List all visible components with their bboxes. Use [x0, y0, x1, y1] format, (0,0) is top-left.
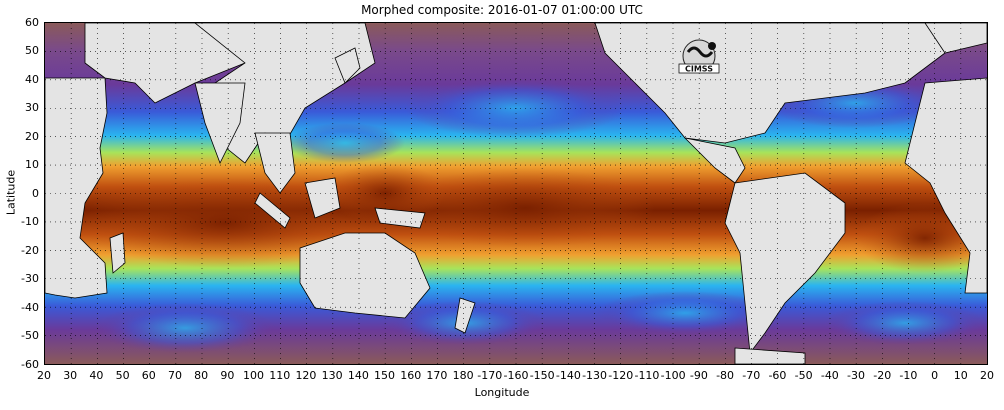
australia-land: [299, 232, 431, 319]
central-america-land: [683, 137, 746, 184]
x-tick-label: -30: [847, 369, 865, 382]
india-land: [194, 82, 246, 164]
x-tick-label: -120: [608, 369, 634, 382]
land-masses: [45, 23, 987, 364]
x-tick-label: -110: [634, 369, 660, 382]
y-tick-label: -60: [21, 358, 39, 371]
x-tick-label: -10: [899, 369, 918, 382]
x-tick-label: -160: [503, 369, 529, 382]
x-tick-label: 30: [63, 369, 78, 382]
x-tick-label: -170: [477, 369, 503, 382]
x-tick-label: 110: [269, 369, 291, 382]
sumatra-land: [254, 192, 291, 229]
x-tick-label: 120: [295, 369, 317, 382]
cimss-logo-graphic: CIMSS: [678, 39, 720, 74]
y-tick-label: -40: [21, 301, 39, 314]
greenland-land: [924, 23, 987, 54]
x-tick-label: -150: [529, 369, 555, 382]
west-africa-land: [904, 77, 987, 294]
map-svg: [45, 23, 987, 364]
y-tick-label: -30: [21, 272, 39, 285]
africa-land: [45, 77, 108, 299]
x-tick-label: -130: [582, 369, 608, 382]
y-tick-label: 20: [25, 130, 39, 143]
moisture-hotspots: [75, 163, 987, 273]
y-tick-label: 10: [25, 158, 39, 171]
y-tick-label: -50: [21, 329, 39, 342]
x-tick-label: -20: [873, 369, 892, 382]
cimss-logo: CIMSS: [674, 38, 724, 78]
x-tick-label: 50: [115, 369, 130, 382]
madagascar-land: [109, 232, 126, 274]
north-america-land: [594, 23, 946, 144]
antarctica-land: [734, 347, 806, 364]
chart-title: Morphed composite: 2016-01-07 01:00:00 U…: [361, 3, 643, 17]
y-tick-label: 0: [32, 187, 39, 200]
x-tick-label: 60: [141, 369, 156, 382]
x-tick-label: 80: [194, 369, 209, 382]
x-tick-label: 140: [347, 369, 369, 382]
japan-land: [334, 47, 361, 84]
x-tick-label: 160: [400, 369, 422, 382]
y-tick-label: 40: [25, 73, 39, 86]
new-guinea-land: [374, 207, 426, 229]
y-tick-label: 50: [25, 44, 39, 57]
x-tick-label: 180: [452, 369, 474, 382]
x-tick-label: -50: [794, 369, 813, 382]
x-tick-label: 70: [167, 369, 182, 382]
x-tick-label: 170: [426, 369, 448, 382]
x-axis-label: Longitude: [474, 386, 530, 399]
x-tick-label: 20: [37, 369, 51, 382]
x-tick-label: -100: [660, 369, 686, 382]
map-plot-area: [44, 22, 988, 365]
x-tick-label: -60: [768, 369, 787, 382]
y-axis-label: Latitude: [4, 169, 18, 216]
x-tick-label: -40: [820, 369, 839, 382]
graticule: [45, 23, 987, 364]
borneo-land: [304, 177, 341, 219]
x-tick-label: 20: [980, 369, 994, 382]
x-tick-label: -70: [742, 369, 761, 382]
new-zealand-land: [454, 297, 476, 334]
y-tick-label: -20: [21, 244, 39, 257]
indochina-land: [254, 132, 296, 194]
south-america-land: [724, 172, 846, 355]
x-tick-label: 100: [243, 369, 265, 382]
x-tick-label: 130: [321, 369, 343, 382]
y-tick-label: 60: [25, 16, 39, 29]
x-tick-label: 90: [220, 369, 235, 382]
y-tick-label: 30: [25, 101, 39, 114]
x-tick-label: 150: [374, 369, 396, 382]
x-tick-label: -80: [716, 369, 735, 382]
x-tick-label: -140: [555, 369, 581, 382]
x-tick-label: 0: [931, 369, 939, 382]
x-tick-label: -90: [689, 369, 708, 382]
x-tick-label: 10: [953, 369, 968, 382]
x-tick-label: 40: [89, 369, 104, 382]
svg-text:CIMSS: CIMSS: [685, 65, 713, 74]
y-tick-label: -10: [21, 215, 39, 228]
